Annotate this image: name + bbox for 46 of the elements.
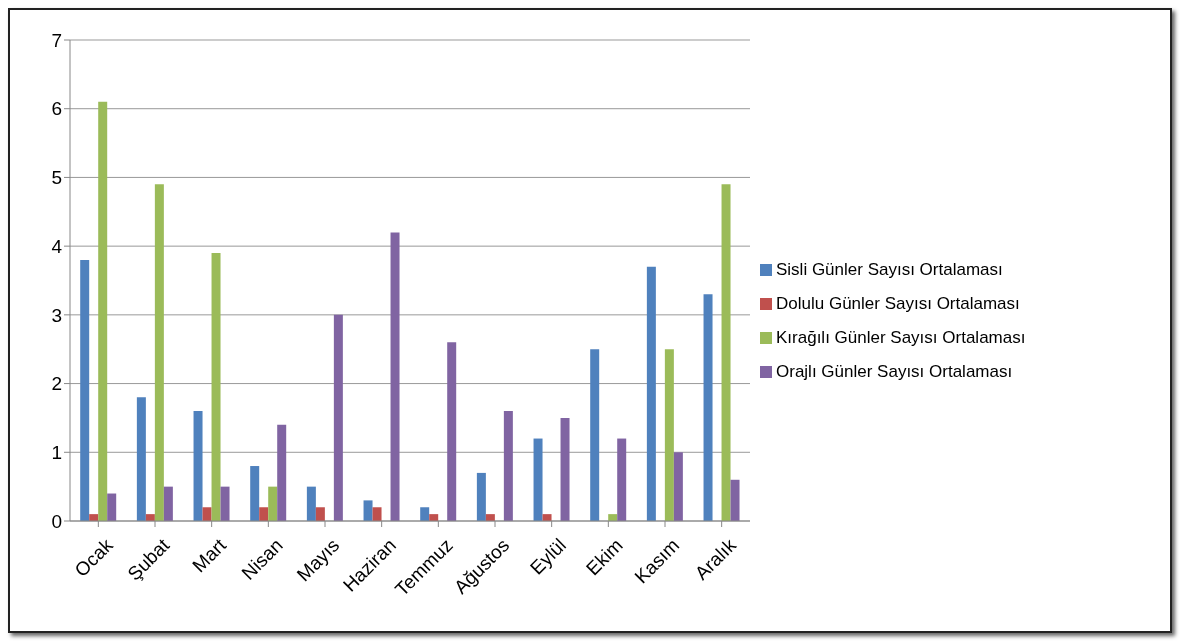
y-tick-label: 4 [51, 235, 63, 257]
bar [333, 314, 343, 521]
legend-label: Sisli Günler Sayısı Ortalaması [776, 259, 1003, 279]
y-tick-label: 2 [51, 373, 62, 395]
bar [447, 342, 457, 521]
bar [363, 500, 373, 521]
y-tick-label: 0 [51, 510, 62, 532]
bar [154, 184, 164, 521]
bar [730, 479, 740, 521]
bar [202, 507, 212, 521]
bar [315, 507, 325, 521]
y-tick-label: 7 [51, 29, 62, 51]
y-tick-label: 6 [51, 98, 62, 120]
bar [533, 438, 543, 521]
bar [98, 101, 108, 521]
bar [590, 349, 600, 521]
bar [277, 424, 287, 521]
legend-label: Dolulu Günler Sayısı Ortalaması [776, 293, 1020, 313]
y-tick-label: 3 [51, 304, 62, 326]
bar [703, 294, 713, 521]
y-tick-label: 5 [51, 167, 62, 189]
bar [673, 452, 683, 521]
bar [721, 184, 731, 521]
bar [268, 486, 278, 521]
y-tick-label: 1 [51, 442, 62, 464]
bar [306, 486, 316, 521]
bar [211, 253, 221, 521]
bar [136, 397, 146, 521]
legend-label: Kırağılı Günler Sayısı Ortalaması [776, 327, 1026, 347]
bar [193, 411, 203, 521]
bar [220, 486, 230, 521]
bar [560, 417, 570, 521]
bar [390, 232, 400, 521]
bar [420, 507, 430, 521]
legend-label: Orajlı Günler Sayısı Ortalaması [776, 361, 1013, 381]
bar [250, 466, 260, 521]
bar [503, 411, 513, 521]
bar [372, 507, 382, 521]
bar [163, 486, 173, 521]
bar [664, 349, 674, 521]
bar [617, 438, 627, 521]
bar [107, 493, 117, 521]
bar [476, 472, 486, 521]
bar [259, 507, 269, 521]
bar [646, 266, 656, 521]
bar [80, 259, 90, 521]
